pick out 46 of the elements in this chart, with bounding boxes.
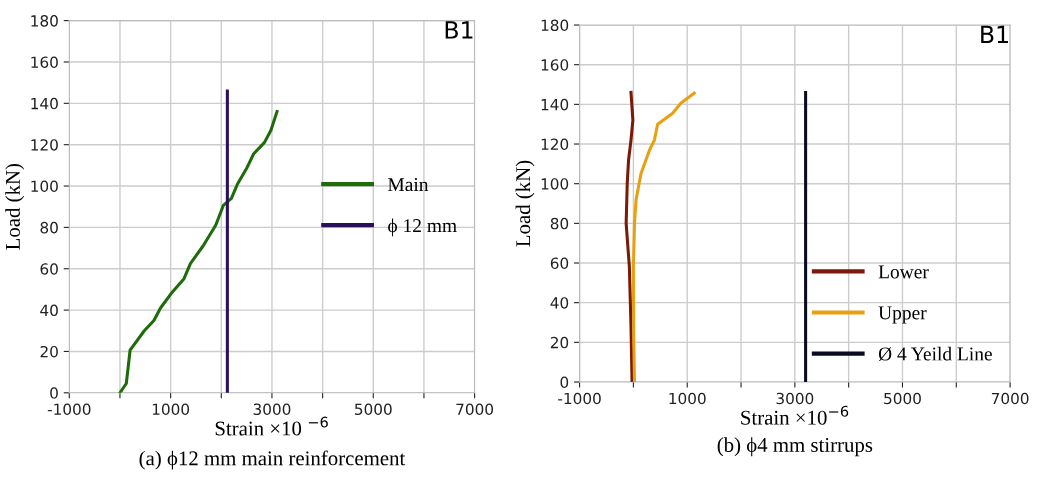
legend-label: Upper	[878, 306, 927, 324]
x-axis-title: Strain ×10$^{−6}$	[741, 405, 849, 425]
y-tick-label: 60	[550, 257, 569, 270]
x-tick-label: -1000	[558, 392, 601, 405]
annotation: B1	[981, 25, 1008, 43]
y-tick-label: 80	[40, 221, 58, 234]
x-axis-title: Strain ×10 $^{−6}$	[215, 416, 328, 436]
x-tick-label: 3000	[776, 392, 814, 405]
text: (a) ϕ12 mm main reinforcement	[139, 450, 406, 470]
legend-label: ϕ 12 mm	[388, 218, 457, 237]
legend-label: Ø 4 Yeild Line	[878, 346, 992, 361]
x-tick-label: 5000	[355, 403, 392, 416]
x-tick-label: 1000	[669, 392, 706, 405]
x-tick-label: 7000	[456, 403, 494, 416]
y-tick-label: 20	[550, 336, 569, 349]
line-series	[631, 91, 696, 382]
legend-label: Lower	[878, 265, 929, 279]
y-tick-label: 40	[550, 297, 569, 309]
y-tick-label: 140	[31, 97, 58, 110]
y-tick-label: 180	[31, 15, 58, 27]
y-tick-label: 180	[541, 19, 569, 32]
y-axis-title: Load (kN)	[515, 160, 535, 247]
text: (b) ϕ4 mm stirrups	[717, 437, 873, 457]
y-axis-title: Load (kN)	[5, 163, 25, 250]
y-tick-label: 160	[541, 59, 569, 71]
x-tick-label: 7000	[991, 392, 1029, 405]
x-tick-label: 1000	[152, 403, 190, 416]
x-tick-label: 5000	[884, 392, 921, 405]
y-tick-label: 100	[31, 180, 58, 193]
y-tick-label: 0	[560, 376, 569, 389]
y-tick-label: 20	[40, 345, 58, 358]
y-tick-label: 100	[541, 178, 569, 190]
y-tick-label: 120	[541, 138, 569, 151]
x-tick-label: 3000	[253, 403, 291, 416]
y-tick-label: 160	[31, 56, 58, 68]
x-tick-label: -1000	[47, 403, 91, 416]
y-tick-label: 60	[40, 263, 58, 275]
legend-label: Main	[388, 178, 429, 192]
annotation: B1	[445, 21, 473, 39]
y-tick-label: 140	[541, 98, 569, 111]
y-tick-label: 80	[550, 217, 569, 230]
y-tick-label: 120	[31, 139, 58, 151]
line-series	[118, 110, 279, 393]
y-tick-label: 0	[50, 387, 58, 399]
y-tick-label: 40	[40, 304, 58, 317]
line-series	[624, 90, 635, 382]
